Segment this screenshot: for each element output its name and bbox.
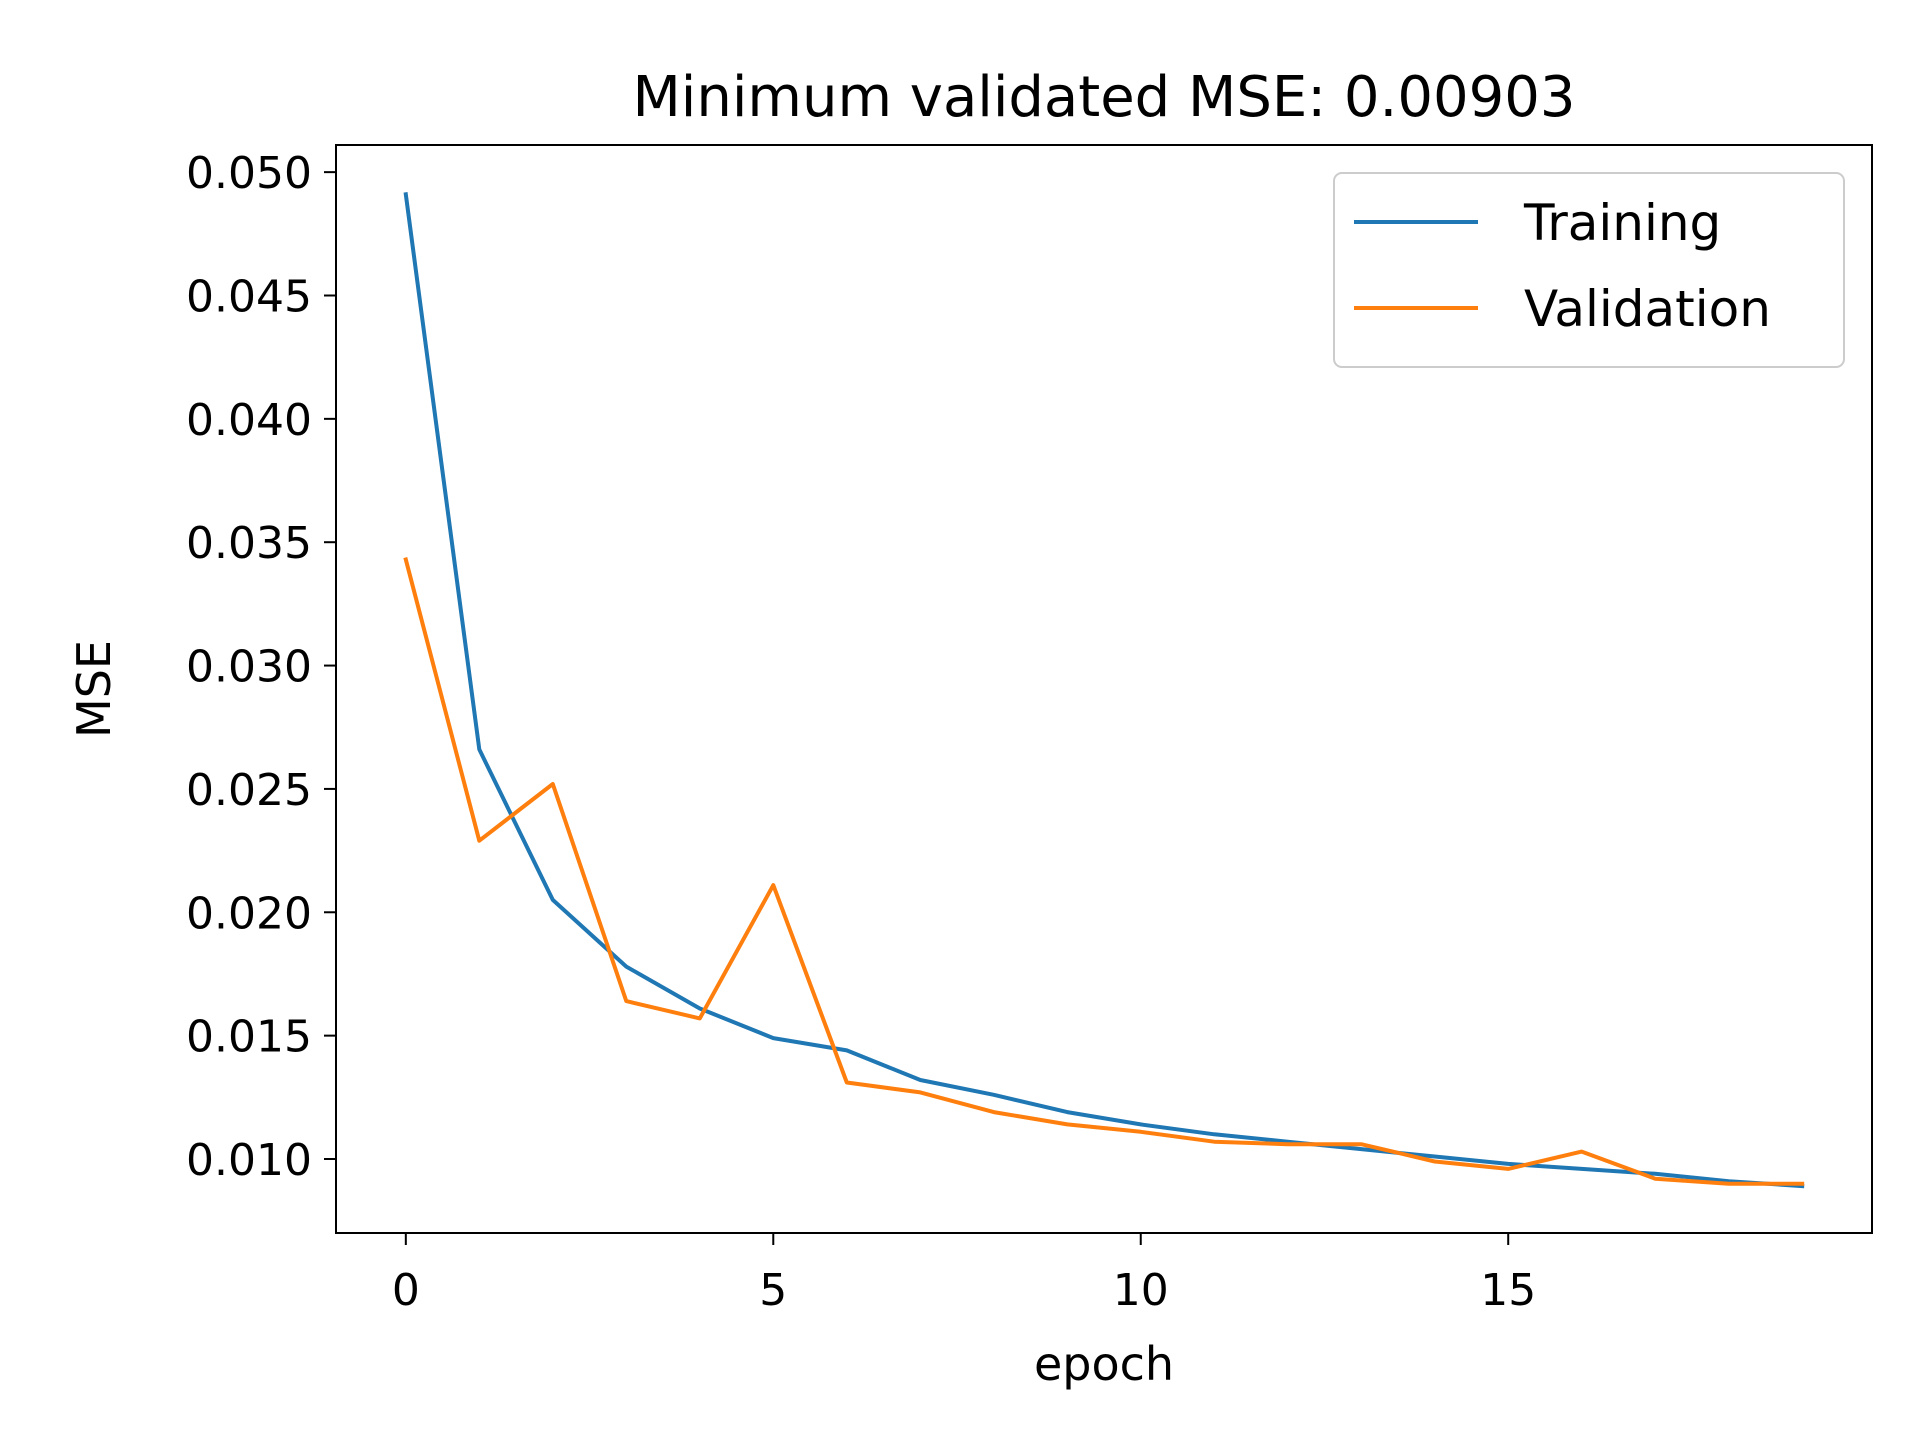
- y-tick-label: 0.045: [186, 271, 312, 322]
- plot-lines: [403, 192, 1805, 1189]
- y-tick-label: 0.035: [186, 518, 312, 569]
- y-axis-label: MSE: [67, 640, 121, 738]
- y-tick-label: 0.020: [186, 888, 312, 939]
- x-axis-label: epoch: [1034, 1337, 1174, 1391]
- x-tick-label: 10: [1113, 1265, 1169, 1316]
- y-tick-label: 0.030: [186, 642, 312, 693]
- series-line-validation: [403, 557, 1805, 1186]
- x-tick-label: 5: [759, 1265, 787, 1316]
- plot-frame: [335, 144, 1873, 1234]
- y-tick-label: 0.050: [186, 148, 312, 199]
- y-tick-label: 0.040: [186, 395, 312, 446]
- x-axis: 0 5 10 15: [392, 1233, 1536, 1316]
- legend-label-training: Training: [1523, 194, 1721, 252]
- series-line-training: [403, 192, 1805, 1189]
- x-tick-label: 0: [392, 1265, 420, 1316]
- legend-label-validation: Validation: [1524, 280, 1771, 338]
- y-tick-label: 0.015: [186, 1012, 312, 1063]
- y-tick-label: 0.010: [186, 1135, 312, 1186]
- legend: Training Validation: [1333, 172, 1845, 368]
- x-tick-label: 15: [1480, 1265, 1536, 1316]
- y-tick-label: 0.025: [186, 765, 312, 816]
- y-axis: 0.010 0.015 0.020 0.025 0.030 0.035 0.040 0.045…: [186, 148, 336, 1186]
- chart-title: Minimum validated MSE: 0.00903: [632, 65, 1575, 130]
